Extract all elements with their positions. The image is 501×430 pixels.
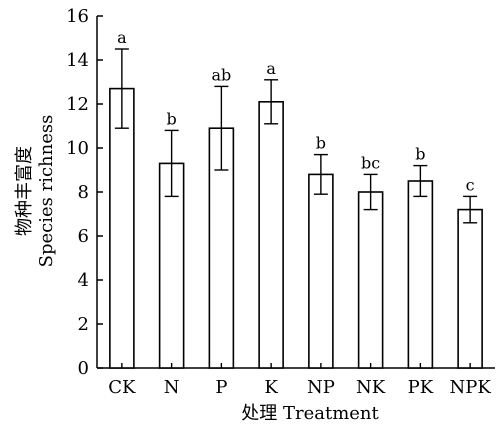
axes — [96, 16, 495, 369]
x-tick-label-ck: CK — [108, 377, 136, 398]
bar-npk — [457, 208, 483, 369]
bar-np — [308, 173, 334, 369]
x-tick-label-np: NP — [307, 377, 335, 398]
y-tick-label: 0 — [78, 358, 89, 379]
y-tick-label: 4 — [78, 270, 89, 291]
y-tick-label: 12 — [66, 94, 89, 115]
significance-label-ck: a — [117, 28, 127, 47]
bar-pk — [407, 180, 434, 369]
y-axis-title-cn: 物种丰富度 — [14, 146, 35, 236]
x-tick-label-nk: NK — [356, 377, 386, 398]
y-tick-label: 16 — [66, 6, 89, 27]
y-tick-label: 10 — [66, 138, 89, 159]
significance-label-n: b — [167, 109, 177, 128]
x-tick-label-k: K — [264, 377, 278, 398]
y-tick-label: 14 — [66, 50, 89, 71]
bar-ck — [109, 87, 135, 369]
x-tick-label-p: P — [215, 377, 227, 398]
x-tick-label-npk: NPK — [449, 377, 491, 398]
significance-label-nk: bc — [361, 153, 380, 172]
significance-label-k: a — [266, 59, 276, 78]
bar-n — [158, 162, 185, 369]
y-tick-label: 6 — [78, 226, 89, 247]
x-tick-label-n: N — [164, 377, 180, 398]
labels: CK a Nb Pab Ka NP b NK bc PK b NPK c — [108, 28, 491, 398]
significance-label-np: b — [316, 134, 326, 153]
significance-label-p: ab — [211, 65, 231, 84]
x-tick-label-pk: PK — [408, 377, 434, 398]
y-tick-label: 8 — [78, 182, 89, 203]
significance-label-pk: b — [415, 145, 425, 164]
bar-nk — [357, 191, 384, 369]
bars — [109, 48, 483, 369]
significance-label-npk: c — [466, 175, 475, 194]
y-axis-title-en: Species richness — [36, 115, 57, 268]
bar-k — [258, 101, 284, 369]
y-tick-label: 2 — [78, 314, 89, 335]
y-ticks: 0 2 4 6 8 10 12 14 16 — [66, 6, 103, 379]
x-axis-title: 处理 Treatment — [241, 403, 379, 424]
